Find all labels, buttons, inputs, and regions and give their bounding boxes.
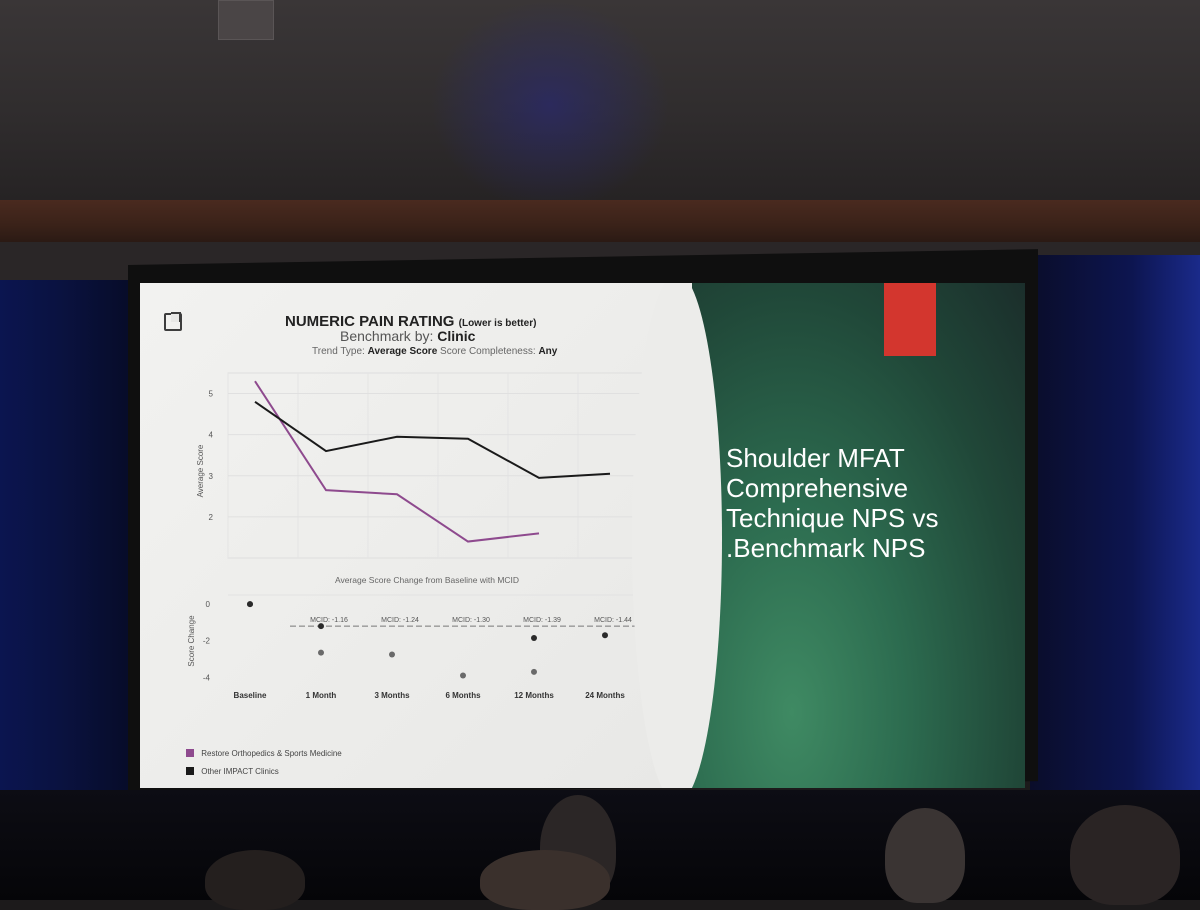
x-tick-label: 3 Months [374, 691, 410, 700]
chart-title-text: NUMERIC PAIN RATING [285, 313, 455, 330]
completeness-value: Any [538, 346, 558, 357]
y-tick-label: 3 [209, 472, 214, 481]
trend-line: Trend Type: Average Score Score Complete… [312, 346, 557, 357]
series-line-restore [254, 380, 540, 543]
x-tick-label: 1 Month [306, 691, 337, 700]
benchmark-line: Benchmark by: Clinic [340, 328, 475, 344]
legend-item-other: Other IMPACT Clinics [186, 767, 279, 776]
series-line-other [254, 400, 611, 479]
legend-label-restore: Restore Orthopedics & Sports Medicine [201, 749, 342, 758]
mcid-label: MCID: -1.30 [452, 617, 490, 624]
y-tick-label: 0 [206, 600, 211, 609]
mcid-label: MCID: -1.24 [381, 617, 419, 624]
external-link-icon [164, 312, 182, 331]
change-point-other [247, 601, 253, 608]
audience-head [1070, 805, 1180, 905]
legend-item-restore: Restore Orthopedics & Sports Medicine [186, 749, 342, 758]
change-point-other [602, 632, 608, 639]
ceiling-fixture [218, 0, 274, 40]
x-tick-label: 12 Months [514, 691, 554, 700]
chart-title: NUMERIC PAIN RATING (Lower is better) [285, 313, 536, 330]
change-point-restore [318, 649, 324, 656]
chart-title-note: (Lower is better) [458, 318, 537, 329]
mcid-label: MCID: -1.16 [310, 617, 348, 624]
change-point-restore [460, 672, 466, 679]
y-tick-label: -4 [203, 673, 211, 682]
slide-heading: Shoulder MFAT Comprehensive Technique NP… [726, 443, 939, 563]
trend-label: Trend Type: [312, 346, 365, 357]
wall-light-glow [430, 0, 670, 210]
title-panel [632, 283, 1025, 788]
chart-panel: NUMERIC PAIN RATING (Lower is better) Be… [140, 283, 692, 788]
audience-head [480, 850, 610, 910]
mcid-label: MCID: -1.39 [523, 617, 561, 624]
change-point-other [531, 635, 537, 641]
trend-value: Average Score [367, 346, 438, 357]
legend-swatch-other [186, 767, 194, 775]
audience-head [885, 808, 965, 903]
x-tick-label: 24 Months [585, 691, 625, 700]
change-point-restore [531, 668, 537, 675]
x-tick-label: Baseline [234, 691, 267, 700]
change-point-restore [389, 651, 395, 658]
wood-trim [0, 200, 1200, 242]
mcid-label: MCID: -1.44 [594, 617, 632, 624]
y-axis-label: Score Change [187, 615, 196, 667]
y-tick-label: 4 [209, 431, 214, 440]
benchmark-label: Benchmark by: [340, 328, 434, 344]
legend-swatch-restore [186, 749, 194, 757]
audience-head [205, 850, 305, 910]
panel-curve [632, 283, 722, 788]
charts-svg: 5 4 3 2 Average Score Average Score Change f… [187, 372, 651, 700]
y-tick-label: 5 [209, 390, 214, 399]
benchmark-value: Clinic [437, 328, 476, 344]
projector-screen: NUMERIC PAIN RATING (Lower is better) Be… [140, 283, 1025, 788]
change-point-other [318, 623, 324, 630]
chart-subtitle: Average Score Change from Baseline with … [335, 575, 519, 585]
y-tick-label: -2 [203, 637, 211, 646]
legend-label-other: Other IMPACT Clinics [201, 767, 279, 776]
x-tick-label: 6 Months [445, 691, 481, 700]
change-chart: Average Score Change from Baseline with … [187, 575, 650, 700]
score-chart: 5 4 3 2 Average Score [196, 372, 651, 559]
y-tick-label: 2 [209, 513, 214, 522]
completeness-label: Score Completeness: [440, 346, 536, 357]
red-accent-block [884, 283, 936, 356]
y-axis-label: Average Score [196, 444, 205, 497]
plot-frame [227, 372, 651, 559]
